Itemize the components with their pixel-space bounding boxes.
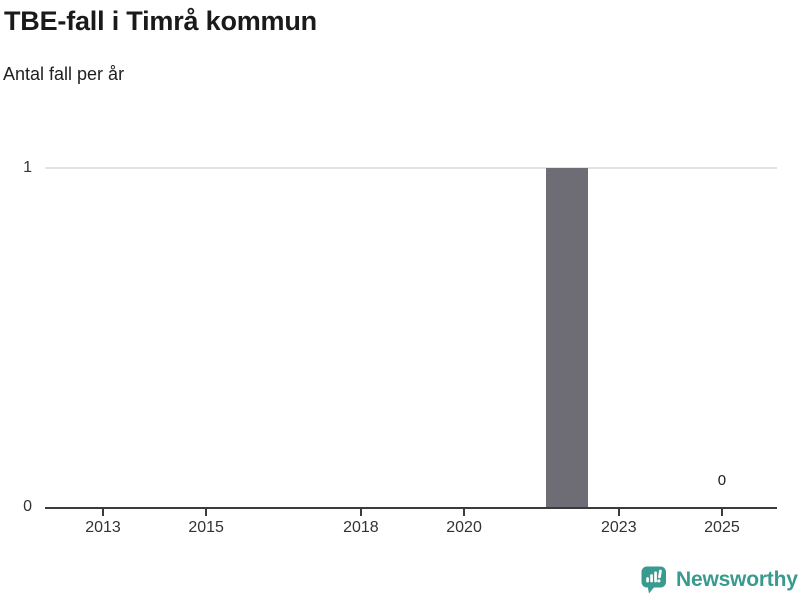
plot-area: 2013 2015 2018 2020 2023 2025 0 xyxy=(45,167,777,536)
page-title: TBE-fall i Timrå kommun xyxy=(4,6,317,36)
gridline-value-1 xyxy=(45,167,777,169)
x-axis-tick-mark xyxy=(720,509,723,516)
x-axis-tick-mark xyxy=(617,509,620,516)
x-axis-tick-mark xyxy=(463,509,466,516)
newsworthy-logo: Newsworthy xyxy=(641,566,798,594)
x-axis-tick-label: 2023 xyxy=(601,519,637,536)
x-axis-line xyxy=(45,507,777,509)
value-label-2025: 0 xyxy=(717,472,727,489)
x-axis-tick-label: 2020 xyxy=(446,519,482,536)
x-axis-tick-mark xyxy=(102,509,104,516)
x-axis-tick-label: 2018 xyxy=(343,519,379,536)
x-axis-tick-mark xyxy=(205,509,208,516)
bar-2022 xyxy=(546,168,589,508)
y-axis-tick-label-0: 0 xyxy=(23,498,32,515)
y-axis-tick-label-1: 1 xyxy=(23,159,32,176)
chart-subtitle: Antal fall per år xyxy=(3,64,125,84)
x-axis-tick-label: 2015 xyxy=(188,519,224,536)
x-axis-tick-mark xyxy=(359,509,362,516)
x-axis-tick-label: 2025 xyxy=(704,519,740,536)
x-axis-tick-label: 2013 xyxy=(85,519,121,536)
newsworthy-wordmark: Newsworthy xyxy=(676,568,798,591)
bar-chart-speech-bubble-icon xyxy=(641,566,666,594)
